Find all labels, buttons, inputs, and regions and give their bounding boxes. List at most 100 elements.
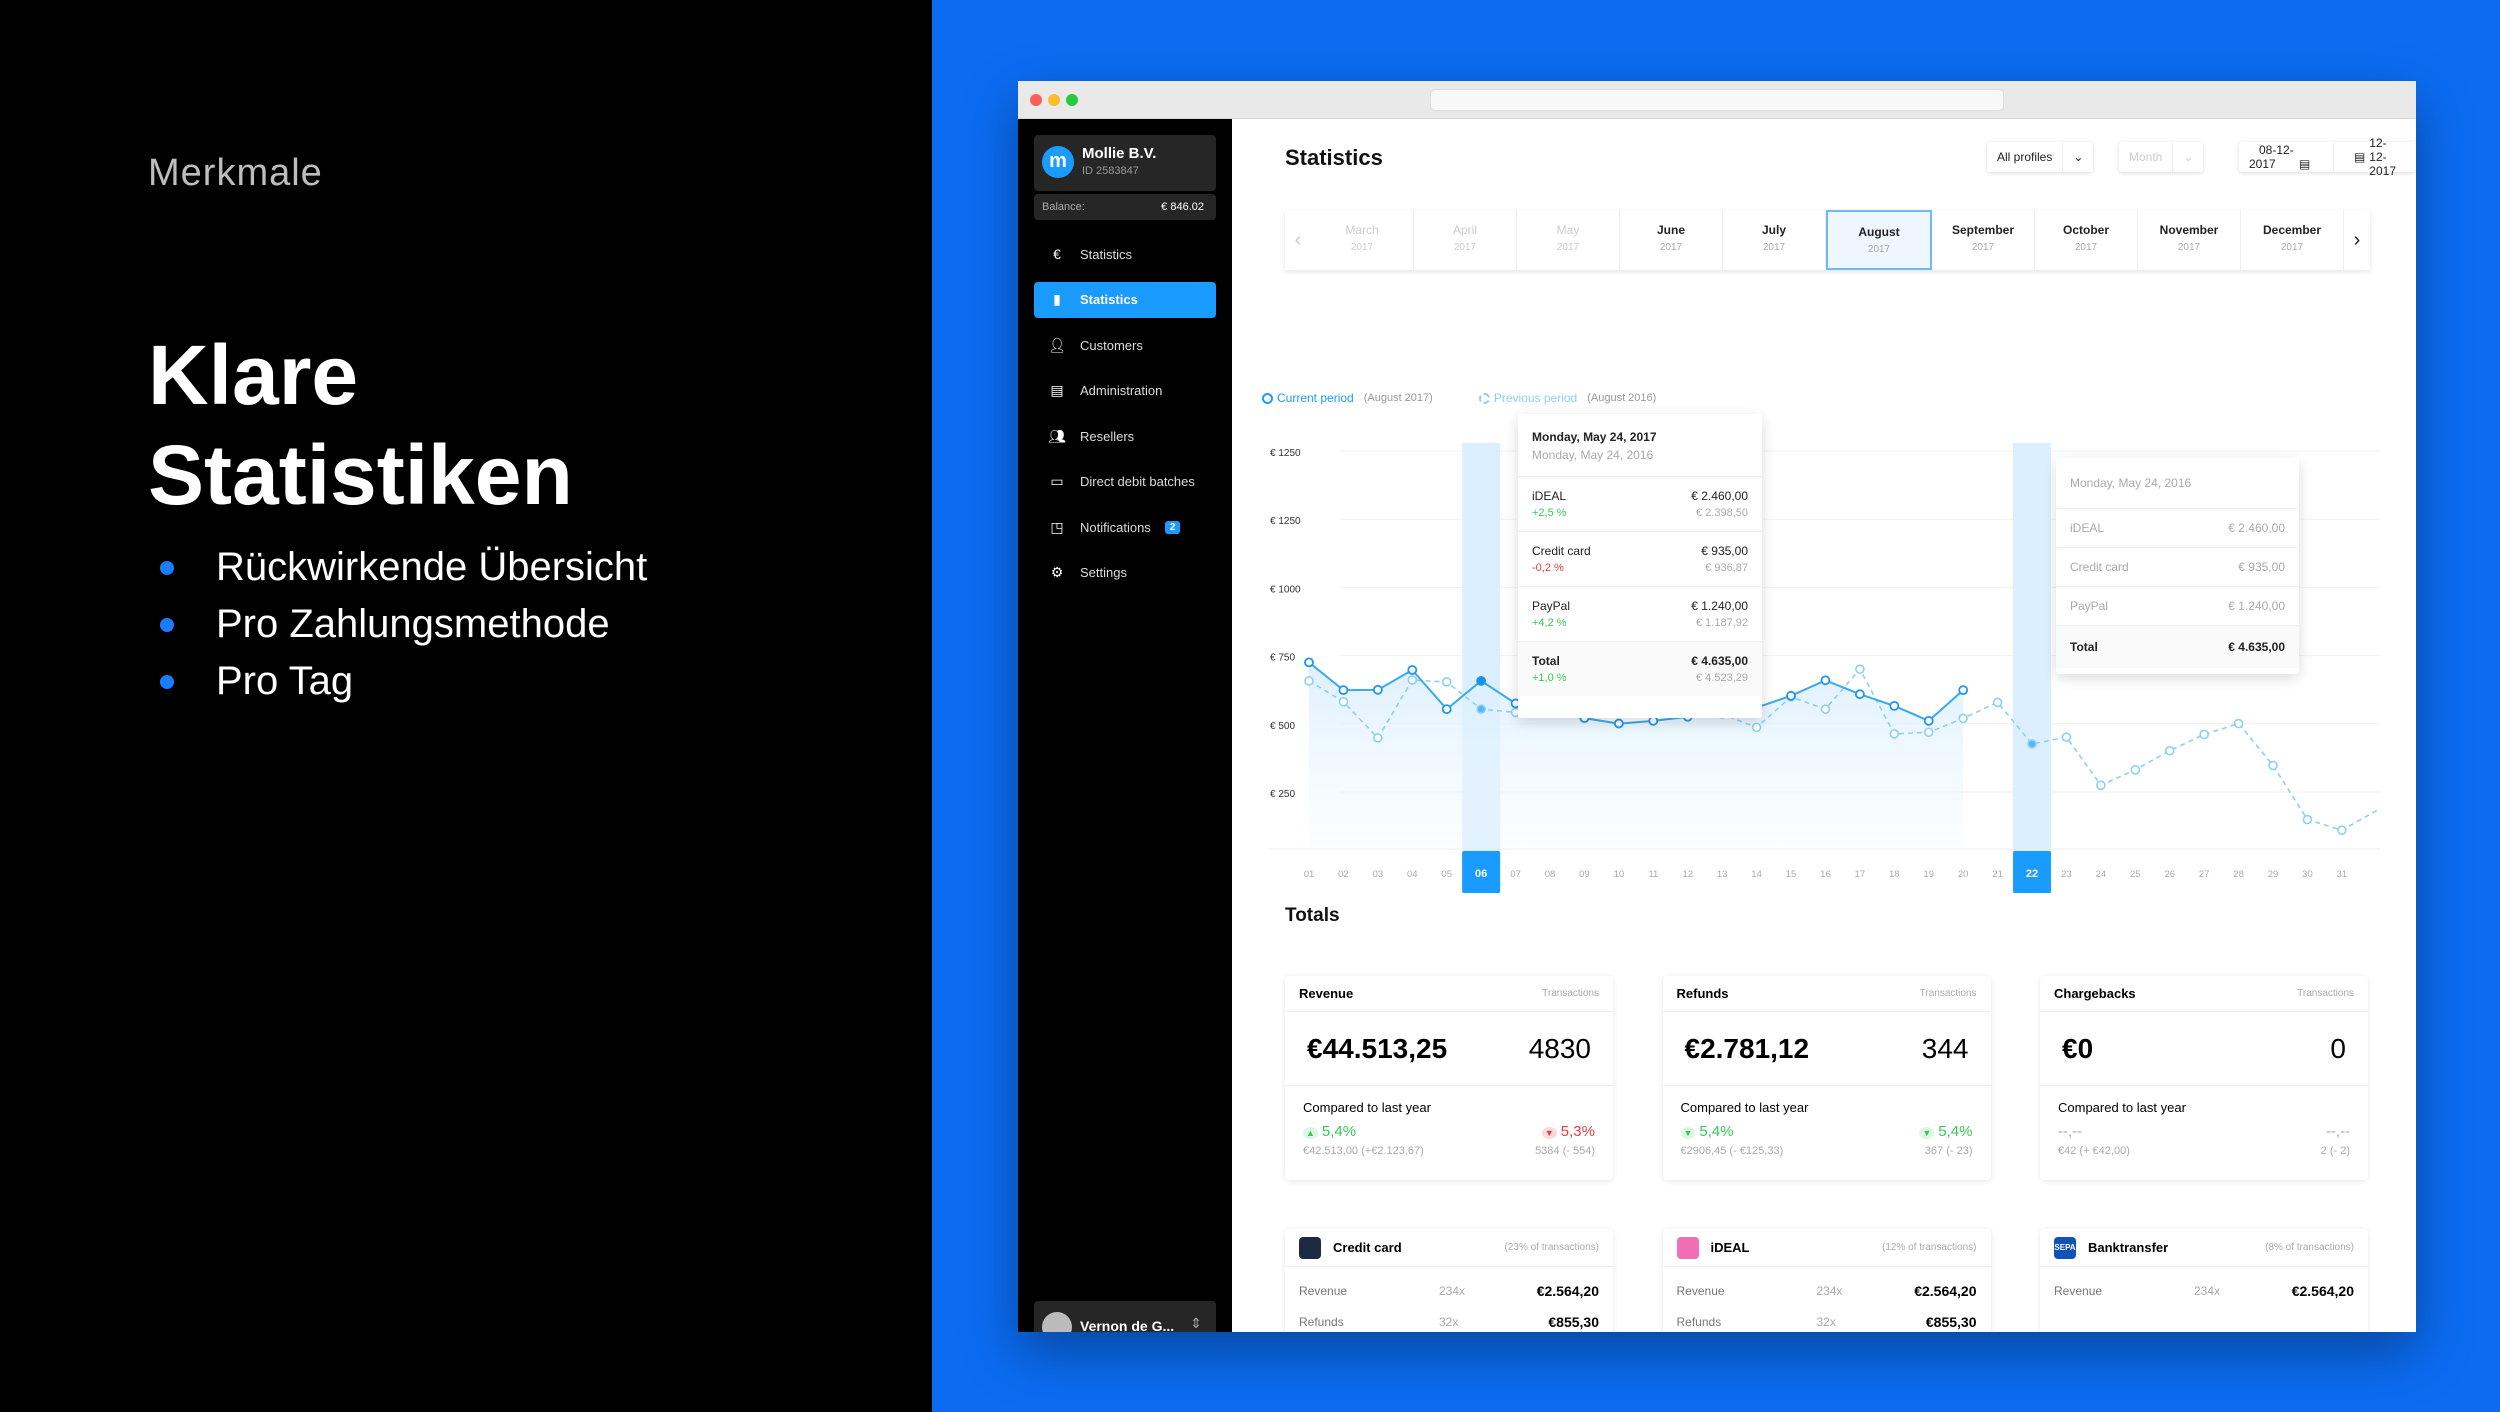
method-change: +4,2 % [1532,617,1567,629]
month-year: 2017 [1867,244,1891,255]
x-tick-label: 03 [1373,869,1384,880]
y-tick-label: € 250 [1270,789,1295,800]
chevron-left-icon[interactable]: ‹ [1294,228,1302,251]
sidebar-item-statistics[interactable]: ▮ Statistics [1034,281,1216,318]
period-select[interactable]: Month ⌄ [2119,142,2204,172]
sidebar-item-customers[interactable]: 👤︎ Customers [1034,327,1216,363]
month-november[interactable]: November 2017 [2138,210,2241,270]
method-label: Credit card [1532,544,1591,558]
month-year: 2017 [1659,242,1683,253]
highlight-day-box [1462,851,1501,893]
tooltip-total: Total € 4.635,00 +1,0 % € 4.523,29 [1518,642,1762,696]
month-march[interactable]: March 2017 [1311,210,1414,270]
balance-label: Balance: [1042,201,1085,213]
minimize-window-button[interactable] [1048,94,1060,106]
y-tick-label: € 750 [1270,653,1295,664]
archive-icon: ▭ [1050,473,1064,489]
mollie-logo: m [1042,146,1074,178]
date-from[interactable]: 08-12-2017 ▤ [2239,143,2333,171]
x-tick-label: 27 [2199,869,2210,880]
method-label: iDEAL [2070,521,2105,535]
method-name: Banktransfer [2088,1240,2169,1255]
sidebar-item-statistics[interactable]: € Statistics [1034,236,1216,272]
legend-current-sub: (August 2017) [1363,392,1433,404]
month-year: 2017 [1350,242,1374,253]
previous-point [1992,697,2003,708]
previous-point [1958,713,1968,724]
sort-icon: ⇕ [1190,1315,1202,1331]
ideal-icon [1676,1236,1699,1259]
month-october[interactable]: October 2017 [2035,210,2138,270]
sidebar-item-resellers[interactable]: 👥︎ Resellers [1034,418,1216,454]
month-august[interactable]: August 2017 [1826,210,1932,270]
balance-value: € 846.02 [1161,201,1204,213]
month-name: April [1452,223,1477,237]
month-year: 2017 [1971,242,1995,253]
month-june[interactable]: June 2017 [1620,210,1723,270]
sidebar-item-label: Administration [1080,383,1163,398]
account-switcher[interactable]: m Mollie B.V. ID 2583847 [1034,135,1216,191]
sidebar-item-settings[interactable]: ⚙ Settings [1034,555,1216,591]
x-tick-label: 07 [1510,869,1521,880]
compare-prev-amount: €42 (+ €42,00) [2058,1145,2130,1157]
close-window-button[interactable] [1030,94,1042,106]
x-tick-label: 26 [2164,869,2175,880]
month-name: June [1656,223,1685,237]
sidebar-item-administration[interactable]: ▤ Administration [1034,373,1216,409]
promo-bullet: Rückwirkende Übersicht [160,545,647,590]
tooltip-total: Total € 4.635,00 [2056,626,2299,668]
x-tick-label: 25 [2130,869,2141,880]
promo-bullet: Pro Tag [160,659,353,704]
month-year: 2017 [2177,242,2201,253]
user-menu[interactable]: Vernon de G... ⇕ [1034,1301,1216,1332]
card-count: 0 [2330,1032,2346,1064]
method-value: € 935,00 [1701,544,1748,558]
highlight-day-box [2013,851,2052,893]
total-prev: € 4.523,29 [1696,672,1748,684]
promo-bullet: Pro Zahlungsmethode [160,602,610,647]
page-title: Statistics [1285,145,1383,170]
total-value: € 4.635,00 [2228,640,2285,654]
address-bar[interactable] [1430,89,2004,111]
sidebar-item-direct-debit-batches[interactable]: ▭ Direct debit batches [1034,464,1216,500]
compare-prev-amount: €2906,45 (- €125,33) [1680,1145,1784,1157]
legend-previous[interactable]: Previous period [1478,391,1578,405]
month-april[interactable]: April 2017 [1414,210,1517,270]
sidebar: m Mollie B.V. ID 2583847 Balance: € 846.… [1018,119,1232,1332]
current-point [1786,690,1796,701]
date-to[interactable]: ▤ 12-12-2017 [2332,136,2416,178]
row-value: €2.564,20 [1914,1282,1977,1299]
total-change: +1,0 % [1532,672,1567,684]
current-point [1648,715,1659,726]
x-tick-label: 18 [1889,869,1900,880]
method-name: iDEAL [1710,1240,1750,1255]
chevron-right-icon[interactable]: › [2353,228,2361,251]
method-row: Revenue 234x €2.564,20 [2040,1275,2368,1306]
month-december[interactable]: December 2017 [2241,210,2344,270]
maximize-window-button[interactable] [1066,94,1078,106]
month-may[interactable]: May 2017 [1517,210,1620,270]
month-september[interactable]: September 2017 [1932,210,2035,270]
method-change: +2,5 % [1532,507,1567,519]
compare-prev-count: 367 (- 23) [1924,1145,1973,1157]
month-july[interactable]: July 2017 [1723,210,1826,270]
profile-select[interactable]: All profiles ⌄ [1987,142,2094,172]
total-label: Total [1532,654,1560,668]
previous-point [1923,727,1934,738]
method-prev: € 936,87 [1705,562,1748,574]
tooltip-date: Monday, May 24, 2016 [2056,458,2299,509]
method-prev: € 2.398,50 [1696,507,1748,519]
x-tick-label: 01 [1304,869,1315,880]
chart-tooltip-previous: Monday, May 24, 2016 iDEAL € 2.460,00 Credi… [2056,458,2299,674]
previous-point [2096,780,2106,791]
card-amount: €44.513,25 [1307,1032,1448,1064]
sidebar-item-notifications[interactable]: ◳ Notifications 2 [1034,509,1216,545]
x-tick-label: 21 [1992,869,2003,880]
tooltip-row: iDEAL € 2.460,00 +2,5 % € 2.398,50 [1518,477,1762,532]
legend-current[interactable]: Current period [1262,391,1354,405]
legend-previous-label: Previous period [1493,391,1578,405]
method-value: € 2.460,00 [2228,521,2285,535]
row-label: Refunds [1299,1314,1344,1329]
card-subtitle: Transactions [2297,988,2354,999]
date-range[interactable]: 08-12-2017 ▤ ▤ 12-12-2017 [2239,136,2416,178]
